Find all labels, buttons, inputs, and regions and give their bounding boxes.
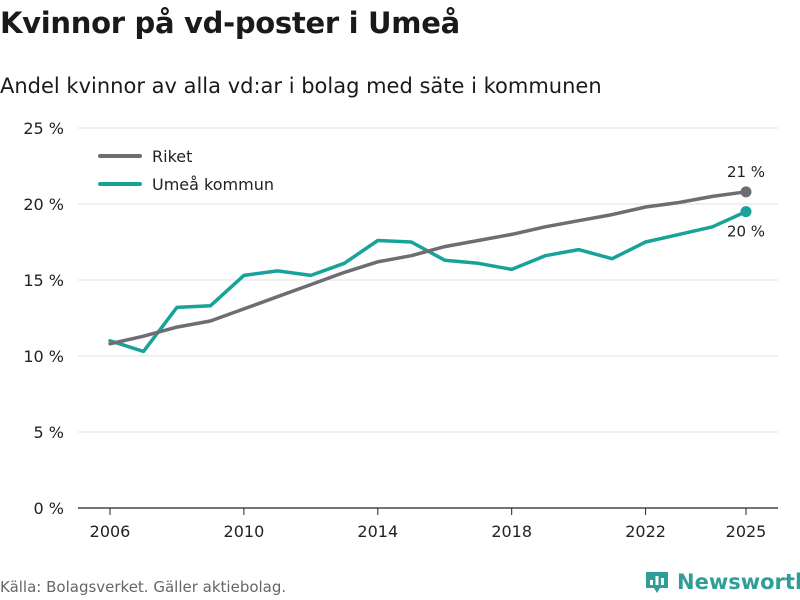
chart-title: Kvinnor på vd-poster i Umeå [0,6,460,40]
x-tick-label: 2006 [90,522,131,541]
y-tick-label: 20 % [23,195,64,214]
y-tick-label: 5 % [34,423,64,442]
line-chart: 0 % 5 % 10 % 15 % 20 % 25 % 2006 2010 2014 2018 2… [23,119,778,541]
end-point-umea [740,206,752,218]
x-tick-label: 2014 [357,522,398,541]
y-tick-label: 15 % [23,271,64,290]
x-tick-label: 2018 [491,522,532,541]
end-point-riket [740,186,752,198]
source-note: Källa: Bolagsverket. Gäller aktiebolag. [0,578,287,596]
chart-subtitle: Andel kvinnor av alla vd:ar i bolag med … [0,74,602,98]
series-line-umea [108,209,748,354]
y-tick-label: 0 % [34,499,64,518]
end-label-umea: 20 % [727,223,765,241]
y-tick-label: 10 % [23,347,64,366]
end-label-riket: 21 % [727,163,765,181]
legend-label-riket: Riket [152,147,192,166]
brand-logo: Newsworthy [644,569,800,595]
series-line-riket [108,190,748,346]
y-tick-label: 25 % [23,119,64,138]
x-tick-label: 2010 [224,522,265,541]
x-tick-label: 2022 [625,522,666,541]
brand-name: Newsworthy [677,570,800,594]
x-tick-label: 2025 [726,522,767,541]
newsworthy-logo-icon [646,572,668,593]
legend-label-umea: Umeå kommun [152,175,274,194]
